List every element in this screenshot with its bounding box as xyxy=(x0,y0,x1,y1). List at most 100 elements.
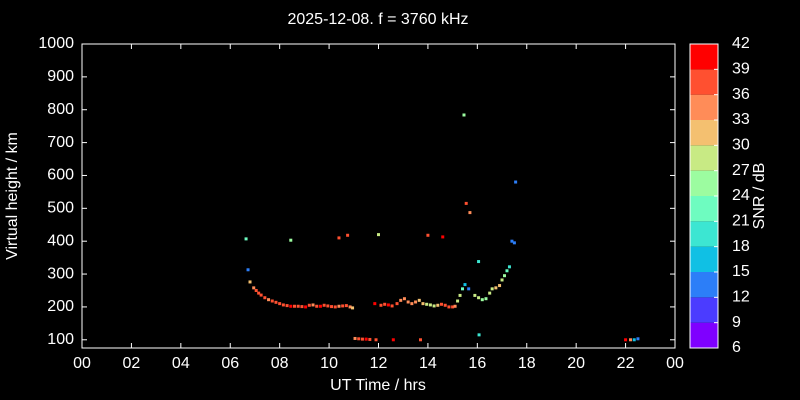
y-tick-label: 800 xyxy=(47,101,74,118)
chart-title: 2025-12-08. f = 3760 kHz xyxy=(287,11,468,28)
data-point xyxy=(494,286,498,290)
data-point xyxy=(364,337,368,341)
data-point xyxy=(379,303,383,307)
data-point xyxy=(456,299,460,303)
colorbar-tick-label: 12 xyxy=(732,289,750,306)
data-point xyxy=(510,239,514,243)
y-tick-label: 500 xyxy=(47,200,74,217)
data-point xyxy=(254,288,258,292)
data-point xyxy=(473,293,477,297)
data-point xyxy=(383,302,387,306)
y-tick-label: 1000 xyxy=(38,35,74,52)
colorbar-tick-label: 42 xyxy=(732,35,750,52)
data-point xyxy=(259,293,263,297)
colorbar-bin xyxy=(690,170,718,196)
data-point xyxy=(441,235,445,239)
data-point xyxy=(326,304,330,308)
x-tick-label: 00 xyxy=(666,355,684,372)
data-point xyxy=(451,305,455,309)
x-axis-label: UT Time / hrs xyxy=(330,377,426,394)
data-point xyxy=(636,337,640,341)
data-point xyxy=(296,304,300,308)
colorbar-tick-label: 21 xyxy=(732,213,750,230)
data-point xyxy=(488,291,492,295)
data-point xyxy=(480,298,484,302)
colorbar-tick-label: 33 xyxy=(732,111,750,128)
colorbar-bin xyxy=(690,120,718,146)
data-point xyxy=(458,293,462,297)
data-point xyxy=(406,300,410,304)
data-point xyxy=(461,287,465,291)
data-point xyxy=(344,304,348,308)
data-point xyxy=(395,302,399,306)
x-tick-label: 16 xyxy=(468,355,486,372)
data-point xyxy=(421,302,425,306)
x-tick-label: 04 xyxy=(172,355,190,372)
data-point xyxy=(629,338,633,342)
data-point xyxy=(270,299,274,303)
x-tick-label: 02 xyxy=(123,355,141,372)
colorbar-bin xyxy=(690,69,718,95)
data-point xyxy=(428,303,432,307)
colorbar-tick-label: 39 xyxy=(732,61,750,78)
data-point xyxy=(390,304,394,308)
x-tick-label: 22 xyxy=(617,355,635,372)
data-point xyxy=(436,303,440,307)
colorbar-bin xyxy=(690,44,718,70)
colorbar-tick-label: 9 xyxy=(732,314,741,331)
plot-frame xyxy=(81,43,676,349)
data-point xyxy=(244,237,248,241)
data-point xyxy=(360,337,364,341)
data-point xyxy=(507,265,511,269)
data-point xyxy=(322,303,326,307)
data-point xyxy=(285,304,289,308)
data-point xyxy=(341,304,345,308)
data-point xyxy=(348,305,352,309)
data-point xyxy=(632,338,636,342)
data-point xyxy=(300,305,304,309)
data-point xyxy=(432,304,436,308)
data-point xyxy=(391,338,395,342)
data-point xyxy=(330,305,334,309)
data-point xyxy=(500,278,504,282)
data-point xyxy=(351,306,355,310)
data-point xyxy=(368,337,372,341)
data-point xyxy=(443,303,447,307)
colorbar-bin xyxy=(690,297,718,323)
data-point xyxy=(274,300,278,304)
data-point xyxy=(464,201,468,205)
colorbar-tick-label: 18 xyxy=(732,238,750,255)
y-tick-label: 400 xyxy=(47,232,74,249)
data-point xyxy=(289,304,293,308)
data-point xyxy=(377,233,380,237)
data-point xyxy=(278,302,282,306)
x-tick-label: 12 xyxy=(370,355,388,372)
data-point xyxy=(447,305,451,309)
colorbar-bin xyxy=(690,322,718,348)
y-axis-label: Virtual height / km xyxy=(4,132,21,260)
colorbar-bin xyxy=(690,94,718,120)
colorbar-tick-label: 27 xyxy=(732,162,750,179)
data-point xyxy=(512,241,516,245)
y-tick-label: 700 xyxy=(47,134,74,151)
data-point xyxy=(374,338,378,342)
data-point xyxy=(503,274,507,278)
data-point xyxy=(477,296,481,300)
data-point xyxy=(477,333,481,337)
colorbar-tick-label: 36 xyxy=(732,86,750,103)
colorbar-tick-label: 15 xyxy=(732,263,750,280)
data-point xyxy=(304,305,308,309)
data-point xyxy=(353,336,357,340)
data-point xyxy=(357,337,361,341)
data-point xyxy=(514,180,518,184)
colorbar-label: SNR / dB xyxy=(751,163,768,230)
data-point xyxy=(468,211,472,215)
data-point xyxy=(315,304,319,308)
data-point xyxy=(505,269,509,273)
y-tick-label: 900 xyxy=(47,68,74,85)
data-point xyxy=(257,291,261,295)
y-tick-label: 100 xyxy=(47,331,74,348)
y-tick-label: 200 xyxy=(47,298,74,315)
data-point xyxy=(410,302,414,306)
